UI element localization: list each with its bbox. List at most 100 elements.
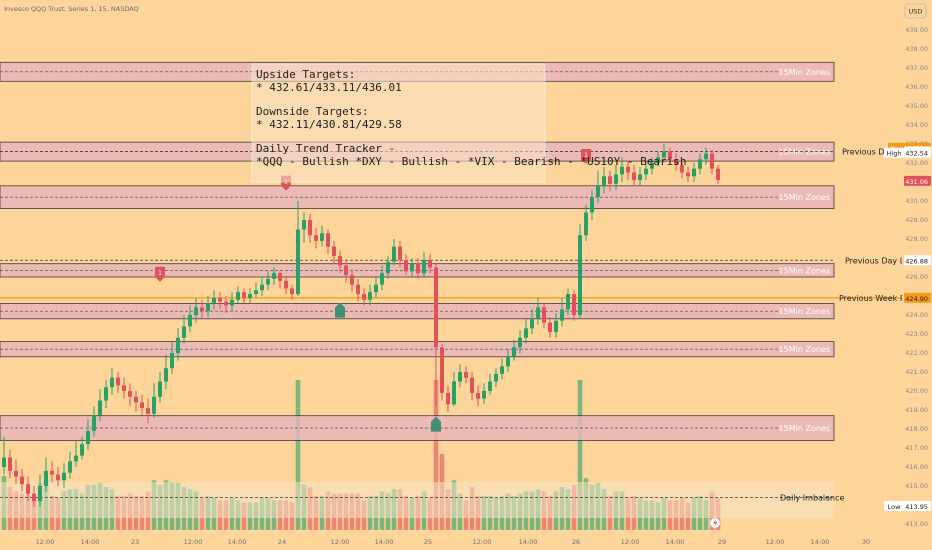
candle-body[interactable] [20,476,24,485]
candle-body[interactable] [440,347,444,393]
candle-body[interactable] [572,294,576,315]
candle-body[interactable] [146,408,150,414]
candle-body[interactable] [668,151,672,160]
candle-body[interactable] [410,263,414,272]
candle-body[interactable] [458,372,462,382]
candle-body[interactable] [104,387,108,401]
candle-body[interactable] [200,307,204,312]
candle-body[interactable] [368,292,372,300]
candle-body[interactable] [44,470,48,486]
candle-body[interactable] [500,366,504,374]
candle-body[interactable] [260,284,264,291]
candle-body[interactable] [134,396,138,403]
candle-body[interactable] [494,373,498,382]
candle-body[interactable] [74,455,78,462]
candle-body[interactable] [344,265,348,276]
candle-body[interactable] [362,294,366,300]
candle-body[interactable] [122,385,126,391]
candle-body[interactable] [626,166,630,173]
candle-body[interactable] [284,280,288,289]
candle-body[interactable] [470,377,474,393]
candle-body[interactable] [320,233,324,241]
candle-body[interactable] [38,486,42,502]
candle-body[interactable] [656,157,660,163]
currency-button[interactable] [904,3,927,19]
candle-body[interactable] [50,470,54,475]
candle-body[interactable] [296,229,300,295]
candle-body[interactable] [8,457,12,471]
candle-body[interactable] [194,307,198,315]
candle-body[interactable] [356,284,360,295]
candle-body[interactable] [542,307,546,323]
candle-body[interactable] [242,292,246,298]
candle-body[interactable] [518,337,522,348]
candle-body[interactable] [674,159,678,165]
candle-body[interactable] [698,159,702,169]
candle-body[interactable] [662,151,666,158]
candle-body[interactable] [248,294,252,298]
candle-body[interactable] [386,261,390,274]
candle-body[interactable] [602,176,606,186]
time-axis[interactable]: 12:00 14:00 23 12:00 14:00 24 12:00 14:00 25 12:0… [0,517,932,550]
candle-body[interactable] [536,307,540,319]
candle-body[interactable] [560,309,564,321]
candle-body[interactable] [266,278,270,285]
candle-body[interactable] [14,470,18,477]
candle-body[interactable] [482,391,486,399]
candle-body[interactable] [686,172,690,177]
candle-body[interactable] [452,381,456,405]
candle-body[interactable] [302,220,306,230]
candle-body[interactable] [464,372,468,378]
candle-body[interactable] [374,284,378,293]
candle-body[interactable] [554,320,558,333]
candle-body[interactable] [224,301,228,306]
candle-body[interactable] [218,297,222,302]
candle-body[interactable] [80,444,84,456]
candle-body[interactable] [584,212,588,236]
candle-body[interactable] [254,290,258,295]
candle-body[interactable] [2,457,6,468]
candle-body[interactable] [590,197,594,213]
candle-body[interactable] [206,303,210,312]
candle-body[interactable] [158,381,162,397]
candle-body[interactable] [380,273,384,285]
candle-body[interactable] [128,391,132,397]
candle-body[interactable] [272,273,276,279]
candle-body[interactable] [416,263,420,274]
candle-body[interactable] [68,461,72,473]
candle-body[interactable] [476,392,480,399]
candle-body[interactable] [644,168,648,175]
candle-body[interactable] [704,153,708,160]
candle-body[interactable] [332,246,336,257]
candle-body[interactable] [434,267,438,348]
candle-body[interactable] [26,484,30,494]
candle-body[interactable] [308,220,312,236]
candle-body[interactable] [638,174,642,181]
candle-body[interactable] [614,174,618,184]
candle-body[interactable] [152,396,156,414]
candle-body[interactable] [680,164,684,173]
candle-body[interactable] [170,353,174,369]
candle-body[interactable] [566,294,570,310]
candle-body[interactable] [506,356,510,367]
candle-body[interactable] [710,153,714,169]
candle-body[interactable] [236,292,240,300]
candle-body[interactable] [188,315,192,327]
candle-body[interactable] [116,377,120,386]
candle-body[interactable] [32,493,36,502]
candle-body[interactable] [608,176,612,184]
candle-body[interactable] [230,299,234,306]
candle-body[interactable] [422,259,426,274]
candle-body[interactable] [92,415,96,431]
candle-body[interactable] [110,377,114,388]
candle-body[interactable] [404,259,408,272]
candle-body[interactable] [512,347,516,357]
candle-body[interactable] [176,337,180,353]
candle-body[interactable] [62,472,66,481]
candle-body[interactable] [86,430,90,445]
candle-body[interactable] [650,163,654,169]
candle-body[interactable] [578,235,582,315]
candle-body[interactable] [632,172,636,181]
candle-body[interactable] [428,259,432,268]
